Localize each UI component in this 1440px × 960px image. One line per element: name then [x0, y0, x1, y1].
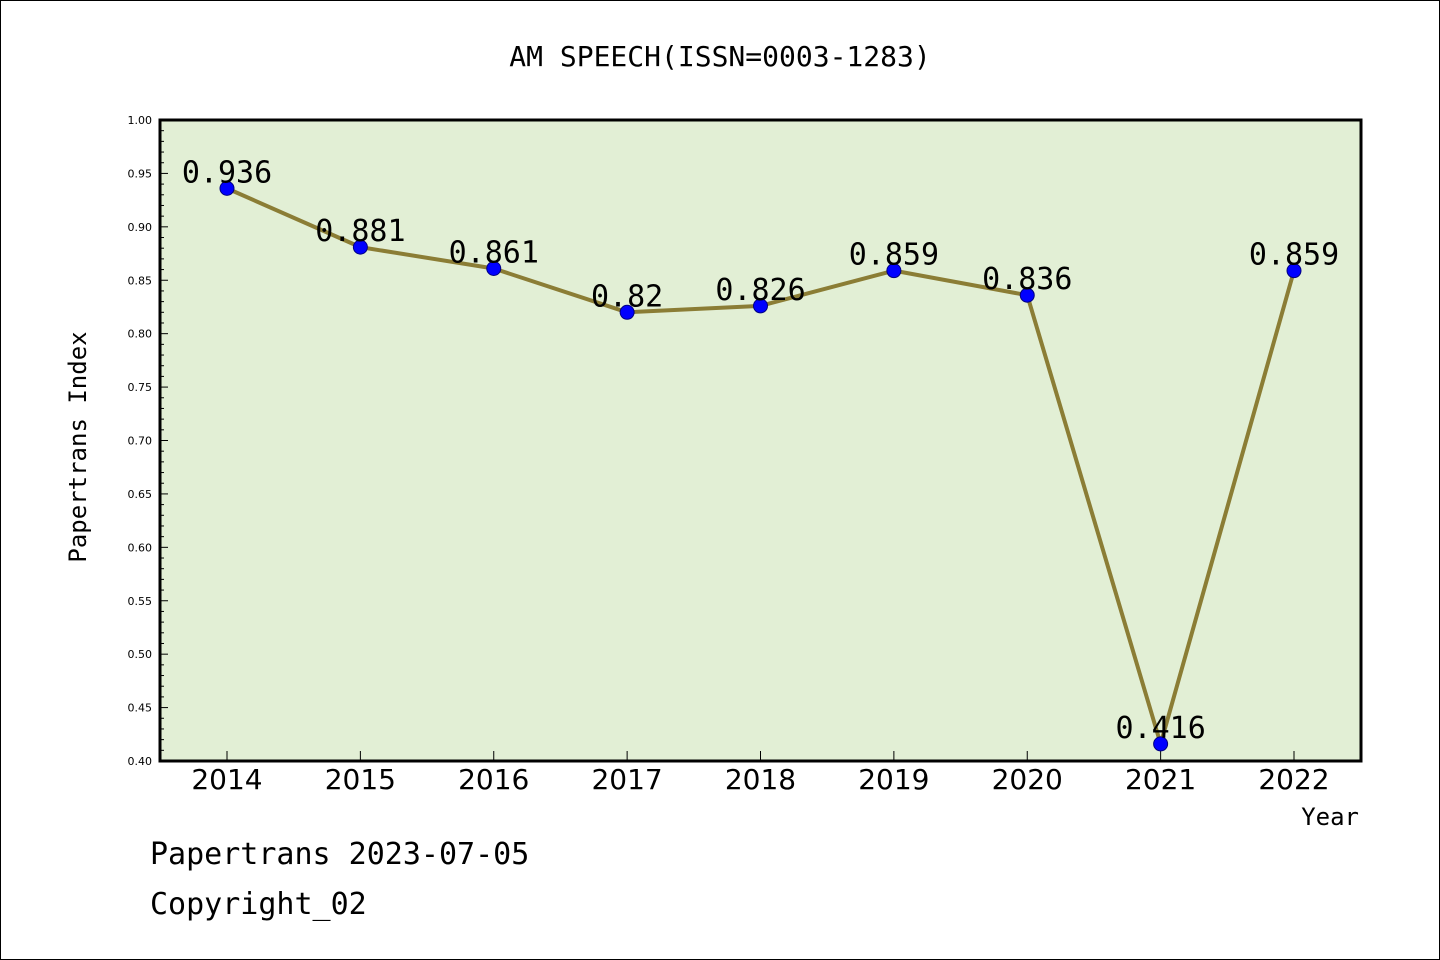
- y-tick-label: 0.50: [128, 648, 153, 661]
- series-layer: 0.936 0.881 0.861 0.82 0.826 0.859 0.836 0.416 0…: [182, 155, 1339, 752]
- data-point: [486, 260, 502, 276]
- y-axis-label: Papertrans Index: [64, 331, 92, 562]
- x-tick-label: 2019: [858, 763, 929, 796]
- x-tick-label: 2021: [1125, 763, 1196, 796]
- y-tick-label: 0.60: [128, 541, 153, 554]
- y-tick-label: 0.45: [128, 702, 153, 715]
- data-point: [886, 263, 902, 279]
- y-tick-label: 0.80: [128, 328, 153, 341]
- y-tick-label: 0.40: [128, 755, 153, 768]
- data-label: 0.82: [591, 279, 663, 314]
- data-label: 0.936: [182, 155, 272, 190]
- y-tick-label: 0.75: [128, 381, 153, 394]
- x-tick-label: 2016: [458, 763, 529, 796]
- x-tick-label: 2017: [591, 763, 662, 796]
- x-tick-label: 2018: [725, 763, 796, 796]
- data-label: 0.416: [1115, 711, 1205, 746]
- chart-title: AM SPEECH(ISSN=0003-1283): [509, 40, 930, 73]
- x-tick-label: 2020: [992, 763, 1063, 796]
- data-label: 0.859: [1249, 238, 1339, 273]
- data-label: 0.881: [315, 214, 405, 249]
- data-point: [619, 304, 635, 320]
- plot-area: [158, 118, 1363, 763]
- y-tick-label: 1.00: [128, 114, 153, 127]
- x-axis: 2014 2015 2016 2017 2018 2019 2020 2021 2022: [191, 751, 1330, 796]
- y-axis: 0.40 0.45 0.50 0.55 0.60 0.65 0.70 0.75 0.80 0.85…: [128, 114, 168, 768]
- y-tick-label: 0.85: [128, 274, 153, 287]
- x-axis-label: Year: [1301, 803, 1359, 831]
- y-tick-label: 0.90: [128, 221, 153, 234]
- data-label: 0.861: [449, 235, 539, 270]
- y-tick-label: 0.55: [128, 595, 153, 608]
- data-point: [1286, 263, 1302, 279]
- data-label: 0.836: [982, 262, 1072, 297]
- y-tick-label: 0.95: [128, 167, 153, 180]
- data-label: 0.859: [849, 238, 939, 273]
- x-tick-label: 2014: [191, 763, 262, 796]
- x-tick-label: 2015: [325, 763, 396, 796]
- data-point: [753, 298, 768, 314]
- footer-copyright: Copyright_02: [150, 887, 367, 922]
- footer-date: Papertrans 2023-07-05: [150, 837, 529, 872]
- data-point: [1153, 736, 1169, 752]
- data-point: [352, 239, 368, 255]
- data-point: [219, 180, 235, 196]
- data-point: [1019, 287, 1035, 303]
- y-tick-label: 0.70: [128, 435, 153, 448]
- data-label: 0.826: [715, 273, 805, 308]
- x-tick-label: 2022: [1258, 763, 1329, 796]
- y-tick-label: 0.65: [128, 488, 153, 501]
